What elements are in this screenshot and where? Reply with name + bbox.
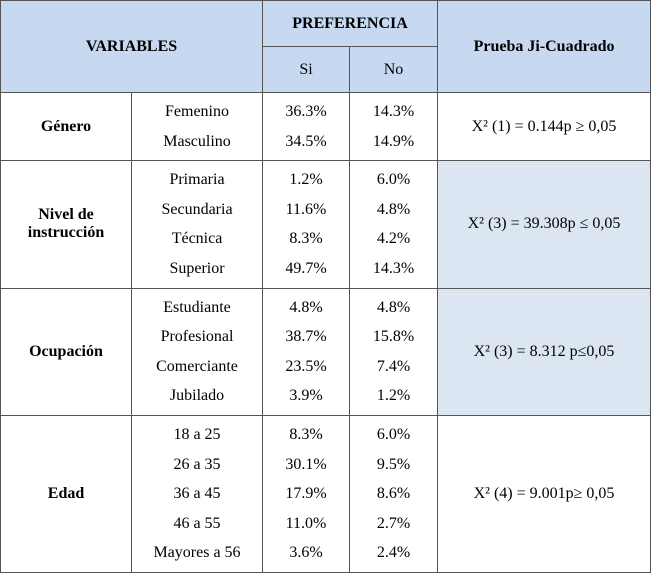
si-value: 4.8% <box>289 298 323 316</box>
subcategory-cell: 18 a 25 26 a 35 36 a 45 46 a 55 Mayores a 56 <box>130 414 264 573</box>
subcategory: 26 a 35 <box>173 455 221 473</box>
no-value: 4.8% <box>376 200 411 218</box>
si-value: 49.7% <box>285 259 327 277</box>
test-result: X² (3) = 8.312 p≤0,05 <box>437 287 652 416</box>
test-result: X² (4) = 9.001p≥ 0,05 <box>437 414 652 573</box>
group-label: Edad <box>0 414 132 573</box>
group-label: Nivel de instrucción <box>0 160 132 289</box>
no-value: 6.0% <box>376 171 411 189</box>
si-value: 8.3% <box>289 425 323 443</box>
si-value: 3.9% <box>289 387 323 405</box>
subcategory: Jubilado <box>169 387 225 405</box>
subcategory: 18 a 25 <box>173 425 221 443</box>
si-value-cell: 4.8% 38.7% 23.5% 3.9% <box>262 287 351 416</box>
no-value: 7.4% <box>376 357 411 375</box>
si-value: 36.3% <box>285 103 327 120</box>
header-preferencia: PREFERENCIA <box>262 0 439 47</box>
subcategory: 36 a 45 <box>173 485 221 503</box>
no-value: 4.2% <box>376 230 411 248</box>
group-row: Edad 18 a 25 26 a 35 36 a 45 46 a 55 Mayores … <box>0 414 652 573</box>
no-value: 15.8% <box>372 328 415 346</box>
subcategory: 46 a 55 <box>173 514 221 532</box>
no-value-cell: 6.0% 9.5% 8.6% 2.7% 2.4% <box>349 414 439 573</box>
group-row: Nivel de instrucción Primaria Secundaria Té… <box>0 160 652 289</box>
no-value: 2.7% <box>376 514 411 532</box>
no-value-cell: 4.8% 15.8% 7.4% 1.2% <box>349 287 439 416</box>
header-variables: VARIABLES <box>0 0 264 93</box>
si-value: 11.0% <box>285 514 327 532</box>
subcategory: Femenino <box>165 103 229 120</box>
no-value: 14.3% <box>372 259 415 277</box>
subcategory-cell: Primaria Secundaria Técnica Superior <box>130 160 264 289</box>
si-value: 23.5% <box>285 357 327 375</box>
si-value: 38.7% <box>285 328 327 346</box>
subcategory: Primaria <box>169 171 225 189</box>
subcategory: Comerciante <box>156 357 238 375</box>
no-value: 2.4% <box>376 544 411 562</box>
no-value: 14.3% <box>372 103 415 120</box>
subcategory: Secundaria <box>161 200 233 218</box>
subcategory: Técnica <box>171 230 223 248</box>
no-value: 4.8% <box>376 298 411 316</box>
group-row: Ocupación Estudiante Profesional Comerciant… <box>0 287 652 416</box>
si-value: 1.2% <box>289 171 323 189</box>
si-value-cell: 36.3% 34.5% <box>262 91 351 162</box>
subcategory: Mayores a 56 <box>153 544 241 562</box>
no-value: 8.6% <box>376 485 411 503</box>
no-value: 9.5% <box>376 455 411 473</box>
si-value-cell: 8.3% 30.1% 17.9% 11.0% 3.6% <box>262 414 351 573</box>
header-no: No <box>349 46 439 93</box>
si-value: 34.5% <box>285 132 327 150</box>
subcategory: Superior <box>169 259 225 277</box>
si-value: 3.6% <box>289 544 323 562</box>
header-si: Si <box>262 46 351 93</box>
si-value: 17.9% <box>285 485 327 503</box>
no-value: 1.2% <box>376 387 411 405</box>
test-result: X² (1) = 0.144p ≥ 0,05 <box>437 91 652 162</box>
si-value: 8.3% <box>289 230 323 248</box>
si-value: 11.6% <box>285 200 327 218</box>
table-body: Género Femenino Masculino 36.3% 34.5% 14.3% 14… <box>0 91 652 573</box>
no-value: 6.0% <box>376 425 411 443</box>
subcategory: Profesional <box>160 328 234 346</box>
si-value: 30.1% <box>285 455 327 473</box>
no-value: 14.9% <box>372 132 415 150</box>
no-value-cell: 6.0% 4.8% 4.2% 14.3% <box>349 160 439 289</box>
subcategory-cell: Estudiante Profesional Comerciante Jubilado <box>130 287 264 416</box>
no-value-cell: 14.3% 14.9% <box>349 91 439 162</box>
group-label: Género <box>0 91 132 162</box>
test-result: X² (3) = 39.308p ≤ 0,05 <box>437 160 652 289</box>
subcategory: Estudiante <box>163 298 231 316</box>
subcategory-cell: Femenino Masculino <box>130 91 264 162</box>
header-prueba: Prueba Ji-Cuadrado <box>437 0 652 93</box>
group-label: Ocupación <box>0 287 132 416</box>
subcategory: Masculino <box>163 132 231 150</box>
si-value-cell: 1.2% 11.6% 8.3% 49.7% <box>262 160 351 289</box>
group-row: Género Femenino Masculino 36.3% 34.5% 14.3% 14… <box>0 91 652 162</box>
